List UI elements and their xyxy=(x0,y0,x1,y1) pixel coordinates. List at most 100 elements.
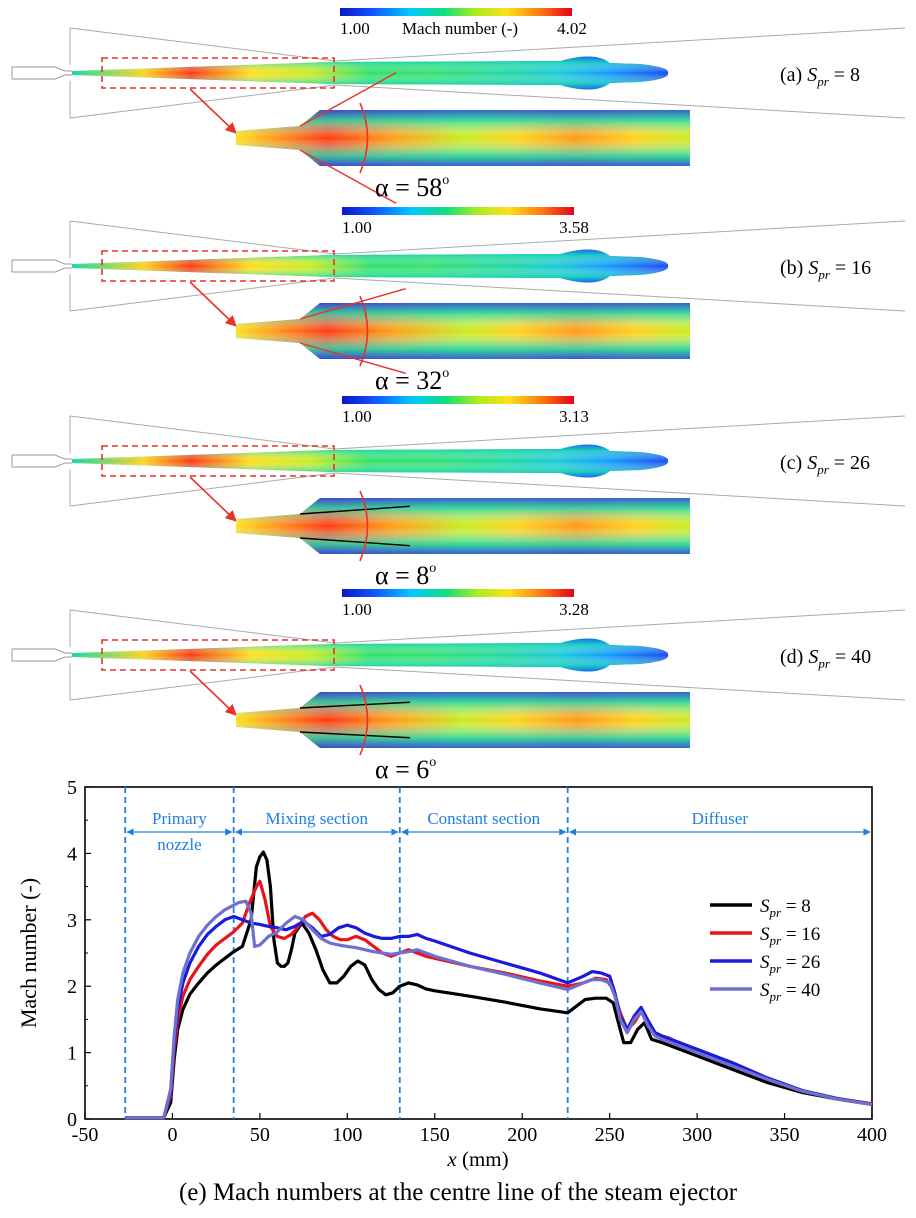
legend-s: S xyxy=(760,924,770,945)
panel-label-s: S xyxy=(807,452,817,474)
colorbar-min: 1.00 xyxy=(342,407,372,426)
angle-degree: o xyxy=(429,755,436,770)
colorbar-min: 1.00 xyxy=(342,600,372,619)
plot-area xyxy=(84,786,873,1120)
section-label: Mixing section xyxy=(265,809,368,828)
angle-label: α = 32o xyxy=(375,366,449,395)
legend-value: = 26 xyxy=(781,952,820,973)
section-label-line2: nozzle xyxy=(157,835,201,854)
angle-label: α = 58o xyxy=(375,173,449,202)
angle-line-upper xyxy=(299,701,410,709)
zoom-edge-shading xyxy=(236,110,690,166)
zoom-arrow xyxy=(189,476,237,522)
zoom-arrow xyxy=(189,670,237,716)
jet-edge-shading xyxy=(72,249,669,283)
colorbar xyxy=(342,207,574,215)
angle-line-upper xyxy=(299,288,406,320)
y-tick-label: 0 xyxy=(67,1109,77,1131)
panel-label-value: = 26 xyxy=(829,452,870,474)
ejector-outline xyxy=(69,415,906,507)
legend-entry: Spr = 40 xyxy=(760,980,820,1004)
panel-label-sub: pr xyxy=(817,267,831,282)
ejector-outline xyxy=(69,27,906,119)
colorbar-max: 3.28 xyxy=(559,600,589,619)
y-tick-label: 2 xyxy=(67,976,77,998)
y-tick-label: 3 xyxy=(67,910,77,932)
primary-nozzle-outline xyxy=(11,259,72,273)
panel-label-value: = 8 xyxy=(829,64,860,86)
colorbar-min: 1.00 xyxy=(342,218,372,237)
primary-nozzle-outline xyxy=(11,648,72,662)
series-line-3 xyxy=(125,914,873,1120)
legend-value: = 8 xyxy=(781,896,811,917)
x-tick-label: -50 xyxy=(72,1124,99,1146)
zoom-box xyxy=(101,639,335,671)
angle-label: α = 6o xyxy=(375,755,436,784)
angle-arc xyxy=(359,295,369,367)
x-tick-label: 350 xyxy=(770,1124,800,1146)
y-tick-label: 5 xyxy=(67,777,77,799)
legend-sub: pr xyxy=(769,933,783,948)
x-tick-label: 400 xyxy=(857,1124,887,1146)
x-tick-label: 50 xyxy=(250,1124,270,1146)
panel-label: (d) Spr = 40 xyxy=(780,646,871,671)
angle-line-lower xyxy=(299,537,410,547)
colorbar-max: 4.02 xyxy=(557,19,587,38)
x-tick-label: 250 xyxy=(595,1124,625,1146)
legend-entry: Spr = 16 xyxy=(760,924,820,948)
x-tick-label: 200 xyxy=(507,1124,537,1146)
panel-label-prefix: (a) xyxy=(780,64,807,86)
zoom-arrow xyxy=(189,88,237,134)
legend-entry: Spr = 26 xyxy=(760,952,820,976)
angle-degree: o xyxy=(442,173,449,188)
ejector-outline xyxy=(69,609,906,701)
figure-caption: (e) Mach numbers at the centre line of t… xyxy=(179,1179,738,1206)
x-tick-label: 0 xyxy=(167,1124,177,1146)
panel-label-sub: pr xyxy=(817,656,831,671)
jet-edge-shading xyxy=(72,444,669,478)
x-tick-label: 100 xyxy=(332,1124,362,1146)
angle-line-lower xyxy=(299,149,397,204)
contour-panel-b: 1.00 3.58 α = 32o (b) Spr = 16 xyxy=(11,207,906,395)
x-axis-label: x (mm) xyxy=(446,1147,508,1171)
colorbar-label: Mach number (-) xyxy=(402,19,518,38)
y-axis-label: Mach number (-) xyxy=(16,878,41,1028)
section-label: Diffuser xyxy=(692,809,749,828)
legend-s: S xyxy=(760,980,770,1001)
contour-panel-c: 1.00 3.13 α = 8o (c) Spr = 26 xyxy=(11,396,906,590)
panel-label-prefix: (b) xyxy=(780,257,808,279)
angle-line-lower xyxy=(299,342,406,374)
legend-s: S xyxy=(760,896,770,917)
angle-arc xyxy=(359,102,369,174)
colorbar-max: 3.13 xyxy=(559,407,589,426)
angle-line-lower xyxy=(299,731,410,739)
contour-panel-d: 1.00 3.28 α = 6o (d) Spr = 40 xyxy=(11,589,906,784)
ejector-outline xyxy=(69,220,906,312)
zoom-edge-shading xyxy=(236,692,690,748)
legend-value: = 40 xyxy=(781,980,820,1001)
angle-arc xyxy=(359,490,369,562)
panel-label-sub: pr xyxy=(816,74,830,89)
zoom-arrow xyxy=(189,281,237,327)
y-tick-label: 4 xyxy=(67,843,77,865)
primary-nozzle-outline xyxy=(11,66,72,80)
panel-label: (c) Spr = 26 xyxy=(780,452,870,477)
angle-degree: o xyxy=(442,366,449,381)
x-tick-label: 150 xyxy=(420,1124,450,1146)
legend-entry: Spr = 8 xyxy=(760,896,811,920)
zoom-box xyxy=(101,445,335,477)
contour-panel-a: 1.00 4.02 Mach number (-) α = 58o (a) Spr = … xyxy=(11,8,906,204)
section-label: Primary xyxy=(152,809,207,828)
panel-label-prefix: (d) xyxy=(780,646,808,668)
y-tick-label: 1 xyxy=(67,1043,77,1065)
angle-label: α = 8o xyxy=(375,561,436,590)
mach-number-chart: Primary nozzle Mixing section Constant sect… xyxy=(16,777,887,1206)
panel-label-s: S xyxy=(807,64,817,86)
panel-label-sub: pr xyxy=(816,462,830,477)
angle-line-upper xyxy=(299,505,410,515)
colorbar xyxy=(342,589,574,597)
legend-sub: pr xyxy=(769,961,783,976)
